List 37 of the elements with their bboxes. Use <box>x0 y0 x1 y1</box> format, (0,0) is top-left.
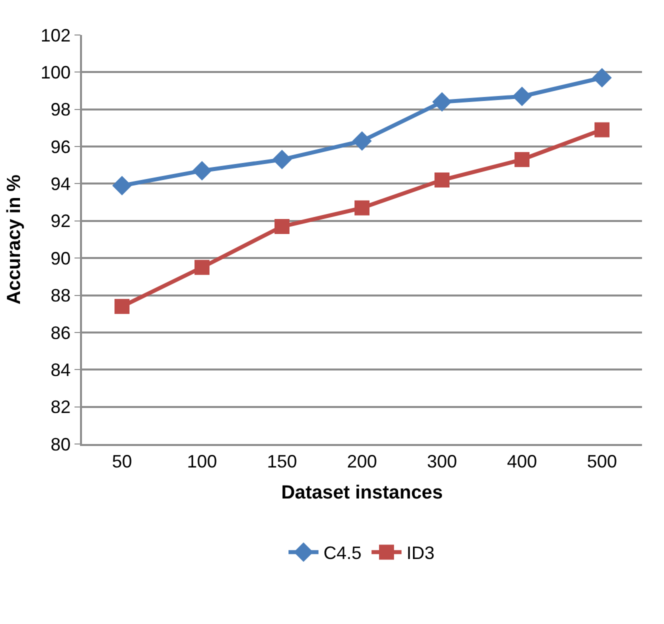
y-tick-label: 94 <box>50 174 71 194</box>
x-tick-label: 50 <box>112 451 132 472</box>
point <box>594 122 610 138</box>
legend-label: C4.5 <box>324 543 362 564</box>
legend-label: ID3 <box>406 543 435 564</box>
y-tick-label: 80 <box>50 434 71 454</box>
y-tick-label: 92 <box>50 211 71 232</box>
point <box>274 218 290 234</box>
x-tick-label: 200 <box>346 451 378 472</box>
x-tick-label: 100 <box>186 451 218 472</box>
point <box>592 68 612 88</box>
point <box>514 152 530 168</box>
y-tick-label: 96 <box>50 136 71 157</box>
x-tick-label: 300 <box>426 451 458 472</box>
point <box>194 260 210 275</box>
y-tick-label: 102 <box>40 25 71 46</box>
y-tick-label: 82 <box>50 397 71 418</box>
y-tick-label: 98 <box>50 100 71 120</box>
point <box>112 176 132 196</box>
x-tick-label: 400 <box>506 451 538 472</box>
y-tick-label: 100 <box>40 62 71 82</box>
point <box>192 160 212 180</box>
point <box>272 150 292 170</box>
x-tick-label: 500 <box>586 451 618 472</box>
point <box>352 131 372 151</box>
y-tick-label: 88 <box>50 286 71 306</box>
x-axis-title: Dataset instances <box>281 482 443 504</box>
y-tick-label: 84 <box>50 360 71 380</box>
y-axis-title: Accuracy in % <box>4 174 25 304</box>
point <box>434 172 450 188</box>
y-tick-label: 90 <box>50 248 71 268</box>
point <box>114 298 130 314</box>
point <box>432 92 452 112</box>
y-tick-label: 86 <box>50 322 71 343</box>
x-tick-label: 150 <box>266 451 298 472</box>
point <box>512 86 532 106</box>
point <box>354 200 370 216</box>
